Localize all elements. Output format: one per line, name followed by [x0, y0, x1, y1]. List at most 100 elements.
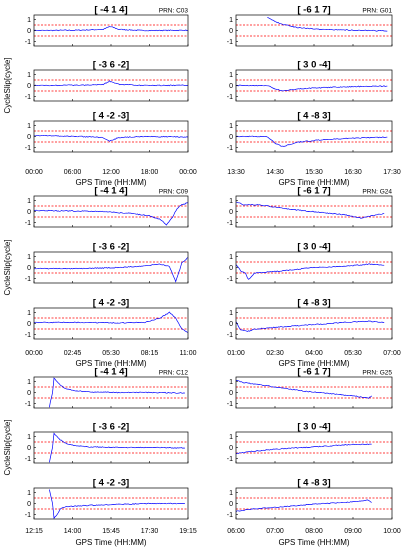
y-tick-label: 0 — [27, 321, 31, 328]
data-series — [34, 202, 188, 226]
subplot-3: [ 4 -8 3] 1 0 -1 — [227, 111, 393, 153]
subplot-2: [ -3 6 -2] 1 0 -1 — [25, 60, 189, 102]
y-tick-label: -1 — [25, 39, 31, 46]
y-tick-label: 0 — [229, 390, 233, 397]
y-tick-label: 1 — [27, 17, 31, 24]
x-axis-label: GPS Time (HH:MM) — [278, 359, 349, 368]
x-tick-label: 16:30 — [344, 169, 362, 176]
data-series — [236, 499, 372, 512]
axes-frame — [33, 251, 189, 284]
chart-1: [ -4 1 4] PRN: C03 1 0 -1 [ -3 6 -2]10-1 [ 4 -… — [3, 5, 197, 188]
subplot-title: [ 4 -2 -3] — [93, 478, 129, 489]
y-tick-label: 1 — [229, 379, 233, 386]
x-tick-label: 06:00 — [227, 528, 245, 535]
x-tick-label: 10:00 — [383, 528, 401, 535]
y-tick-label: -1 — [227, 401, 233, 408]
x-tick-label: 15:30 — [305, 169, 323, 176]
prn-label: PRN: C09 — [159, 189, 189, 196]
x-axis-label: GPS Time (HH:MM) — [278, 538, 349, 547]
data-series — [34, 311, 188, 333]
x-tick-label: 00:00 — [179, 169, 197, 176]
subplot-3: [ 4 -8 3] 1 0 -1 — [227, 478, 393, 520]
y-tick-label: 0 — [229, 445, 233, 452]
y-tick-label: 0 — [27, 134, 31, 141]
y-tick-label: 1 — [229, 254, 233, 261]
subplot-title: [ -6 1 7] — [297, 5, 330, 16]
y-tick-label: -1 — [227, 39, 233, 46]
axes-frame — [33, 120, 189, 153]
subplot-title: [ -3 6 -2] — [93, 422, 129, 433]
data-series — [49, 489, 185, 519]
subplot-title: [ 4 -8 3] — [297, 111, 330, 122]
subplot-2: [ 3 0 -4] 1 0 -1 — [227, 422, 393, 464]
y-tick-label: -1 — [227, 332, 233, 339]
y-tick-label: 0 — [229, 134, 233, 141]
y-tick-label: 0 — [229, 83, 233, 90]
y-tick-label: -1 — [227, 512, 233, 519]
data-series — [34, 80, 188, 87]
subplot-title: [ -4 1 4] — [94, 5, 127, 16]
x-tick-label: 15:45 — [102, 528, 120, 535]
y-tick-label: -1 — [227, 456, 233, 463]
y-tick-label: -1 — [227, 276, 233, 283]
x-tick-label: 04:00 — [305, 350, 323, 357]
y-tick-label: 0 — [27, 83, 31, 90]
x-tick-label: 08:00 — [305, 528, 323, 535]
subplot-title: [ -6 1 7] — [297, 367, 330, 378]
subplot-title: [ 3 0 -4] — [297, 242, 330, 253]
x-tick-label: 00:00 — [25, 350, 43, 357]
x-tick-label: 05:30 — [102, 350, 120, 357]
subplot-1: [ -4 1 4] PRN: C12 1 0 -1 — [25, 367, 189, 409]
data-series — [236, 135, 388, 147]
x-tick-label: 07:00 — [266, 528, 284, 535]
data-series — [267, 17, 388, 32]
subplot-title: [ -3 6 -2] — [93, 242, 129, 253]
y-axis-label: CycleSlip[cycle] — [3, 239, 12, 295]
data-series — [49, 432, 185, 463]
x-tick-label: 12:15 — [25, 528, 43, 535]
y-tick-label: 1 — [27, 310, 31, 317]
data-series — [34, 257, 188, 283]
y-tick-label: -1 — [25, 456, 31, 463]
y-tick-label: 1 — [27, 490, 31, 497]
x-tick-label: 18:00 — [141, 169, 159, 176]
y-tick-label: 0 — [27, 265, 31, 272]
x-tick-label: 17:30 — [383, 169, 401, 176]
x-tick-label: 09:00 — [344, 528, 362, 535]
subplot-title: [ 4 -2 -3] — [93, 111, 129, 122]
prn-label: PRN: C12 — [159, 370, 189, 377]
x-axis-label: GPS Time (HH:MM) — [75, 538, 146, 547]
y-tick-label: 1 — [27, 254, 31, 261]
x-tick-label: 01:00 — [227, 350, 245, 357]
y-tick-label: 0 — [27, 28, 31, 35]
subplot-title: [ -4 1 4] — [94, 367, 127, 378]
y-tick-label: -1 — [25, 332, 31, 339]
x-axis-label: GPS Time (HH:MM) — [75, 178, 146, 187]
axes-frame — [235, 195, 393, 228]
axes-frame — [235, 120, 393, 153]
x-tick-label: 02:30 — [266, 350, 284, 357]
y-tick-label: 1 — [229, 123, 233, 130]
x-tick-label: 05:30 — [344, 350, 362, 357]
subplot-1: [ -6 1 7] PRN: G01 1 0 -1 — [227, 5, 392, 47]
data-series — [236, 380, 372, 399]
subplot-2: [ -3 6 -2] 1 0 -1 — [25, 242, 189, 284]
x-tick-label: 14:30 — [266, 169, 284, 176]
subplot-title: [ -4 1 4] — [94, 186, 127, 197]
y-tick-label: 0 — [229, 501, 233, 508]
y-tick-label: -1 — [25, 276, 31, 283]
subplot-1: [ -6 1 7] PRN: G24 1 0 -1 — [227, 186, 393, 228]
x-tick-label: 02:45 — [64, 350, 82, 357]
x-tick-label: 08:15 — [141, 350, 159, 357]
data-series — [34, 26, 188, 32]
x-tick-label: 00:00 — [25, 169, 43, 176]
x-tick-label: 11:00 — [180, 350, 197, 357]
prn-label: PRN: C03 — [159, 8, 189, 15]
y-tick-label: 1 — [229, 310, 233, 317]
axes-frame — [235, 487, 393, 520]
